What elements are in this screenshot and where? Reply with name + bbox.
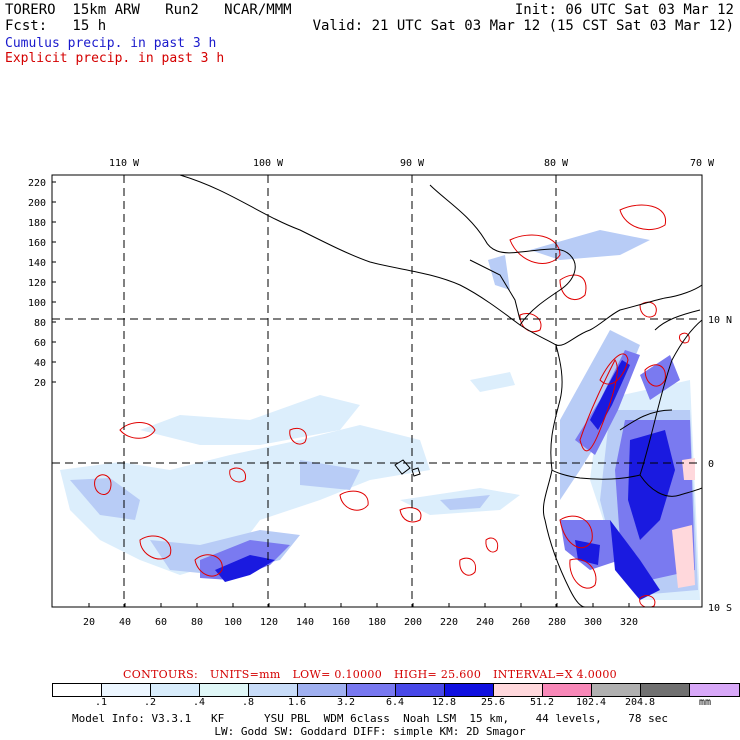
y-index-label: 160 [28, 238, 46, 249]
x-index-label: 180 [368, 617, 386, 628]
contours-interval: INTERVAL=X 4.0000 [493, 668, 617, 681]
x-grid-index-labels: 20 40 60 80 100 120 140 160 180 200 220 240 260 280 30… [83, 603, 638, 628]
precip-colorbar [52, 683, 740, 697]
x-index-label: 240 [476, 617, 494, 628]
x-index-label: 100 [224, 617, 242, 628]
header-init-time: Init: 06 UTC Sat 03 Mar 12 [514, 2, 734, 18]
colorbar-swatch [543, 684, 592, 696]
x-index-label: 60 [155, 617, 167, 628]
contour-info: CONTOURS: UNITS=mm LOW= 0.10000 HIGH= 25.60… [0, 668, 740, 681]
x-index-label: 200 [404, 617, 422, 628]
colorbar-label: .2 [143, 697, 157, 708]
latitude-labels: 10 N 0 10 S [708, 315, 732, 614]
x-index-label: 80 [191, 617, 203, 628]
y-index-label: 80 [34, 318, 46, 329]
x-index-label: 320 [620, 617, 638, 628]
colorbar-swatch [249, 684, 298, 696]
colorbar-swatch [494, 684, 543, 696]
y-grid-index-labels: 220 200 180 160 140 120 100 80 60 40 20 [28, 178, 56, 389]
legend-explicit-precip: Explicit precip. in past 3 h [5, 51, 225, 66]
contours-low: LOW= 0.10000 [292, 668, 382, 681]
contours-units: UNITS=mm [209, 668, 281, 681]
precip-map: 110 W 100 W 90 W 80 W 70 W 10 N 0 10 S 2… [28, 158, 732, 628]
lon-label-100w: 100 W [253, 158, 284, 169]
y-index-label: 140 [28, 258, 46, 269]
lat-lon-grid [52, 175, 702, 607]
lon-label-90w: 90 W [400, 158, 425, 169]
lon-label-80w: 80 W [544, 158, 569, 169]
colorbar-label: 102.4 [575, 697, 607, 708]
x-index-label: 220 [440, 617, 458, 628]
x-index-label: 120 [260, 617, 278, 628]
legend-cumulus-precip: Cumulus precip. in past 3 h [5, 36, 217, 51]
colorbar-label: 25.6 [480, 697, 506, 708]
colorbar-swatch [690, 684, 739, 696]
model-info-line1: Model Info: V3.3.1 KF YSU PBL WDM 6class… [71, 712, 669, 725]
model-info-line2: LW: Godd SW: Goddard DIFF: simple KM: 2D… [214, 725, 526, 738]
colorbar-label: .8 [241, 697, 255, 708]
colorbar-swatch [200, 684, 249, 696]
contours-high: HIGH= 25.600 [394, 668, 482, 681]
colorbar-swatch [53, 684, 102, 696]
colorbar-swatch [102, 684, 151, 696]
header-model-run: TORERO 15km ARW Run2 NCAR/MMM [5, 2, 292, 18]
x-index-label: 280 [548, 617, 566, 628]
y-index-label: 20 [34, 378, 46, 389]
y-index-label: 180 [28, 218, 46, 229]
colorbar-swatch [592, 684, 641, 696]
lon-label-70w: 70 W [690, 158, 715, 169]
colorbar-label: 3.2 [336, 697, 356, 708]
x-index-label: 20 [83, 617, 95, 628]
contours-label: CONTOURS: [123, 668, 198, 681]
header-valid-time: Valid: 21 UTC Sat 03 Mar 12 (15 CST Sat … [312, 18, 734, 34]
colorbar-swatch [396, 684, 445, 696]
colorbar-label: 51.2 [529, 697, 555, 708]
colorbar-swatch [641, 684, 690, 696]
x-index-label: 160 [332, 617, 350, 628]
x-index-label: 40 [119, 617, 131, 628]
colorbar-swatch [298, 684, 347, 696]
colorbar-label: .1 [94, 697, 108, 708]
y-index-label: 100 [28, 298, 46, 309]
colorbar-swatch [445, 684, 494, 696]
y-index-label: 200 [28, 198, 46, 209]
y-index-label: 220 [28, 178, 46, 189]
colorbar-label: 1.6 [287, 697, 307, 708]
x-index-label: 260 [512, 617, 530, 628]
header-forecast-hour: Fcst: 15 h [5, 18, 107, 34]
colorbar-label: .4 [192, 697, 206, 708]
lat-label-10n: 10 N [708, 315, 732, 326]
lat-label-10s: 10 S [708, 603, 732, 614]
colorbar-swatch [151, 684, 200, 696]
colorbar-label: 6.4 [385, 697, 405, 708]
explicit-precip-contours [94, 204, 690, 607]
colorbar-label: 204.8 [624, 697, 656, 708]
y-index-label: 120 [28, 278, 46, 289]
colorbar-unit: mm [699, 697, 712, 708]
lon-label-110w: 110 W [109, 158, 140, 169]
y-index-label: 60 [34, 338, 46, 349]
colorbar-label: 12.8 [431, 697, 457, 708]
lat-label-0: 0 [708, 459, 714, 470]
x-index-label: 140 [296, 617, 314, 628]
longitude-labels: 110 W 100 W 90 W 80 W 70 W [109, 158, 715, 169]
x-index-label: 300 [584, 617, 602, 628]
coastlines [179, 175, 702, 607]
y-index-label: 40 [34, 358, 46, 369]
colorbar-swatch [347, 684, 396, 696]
